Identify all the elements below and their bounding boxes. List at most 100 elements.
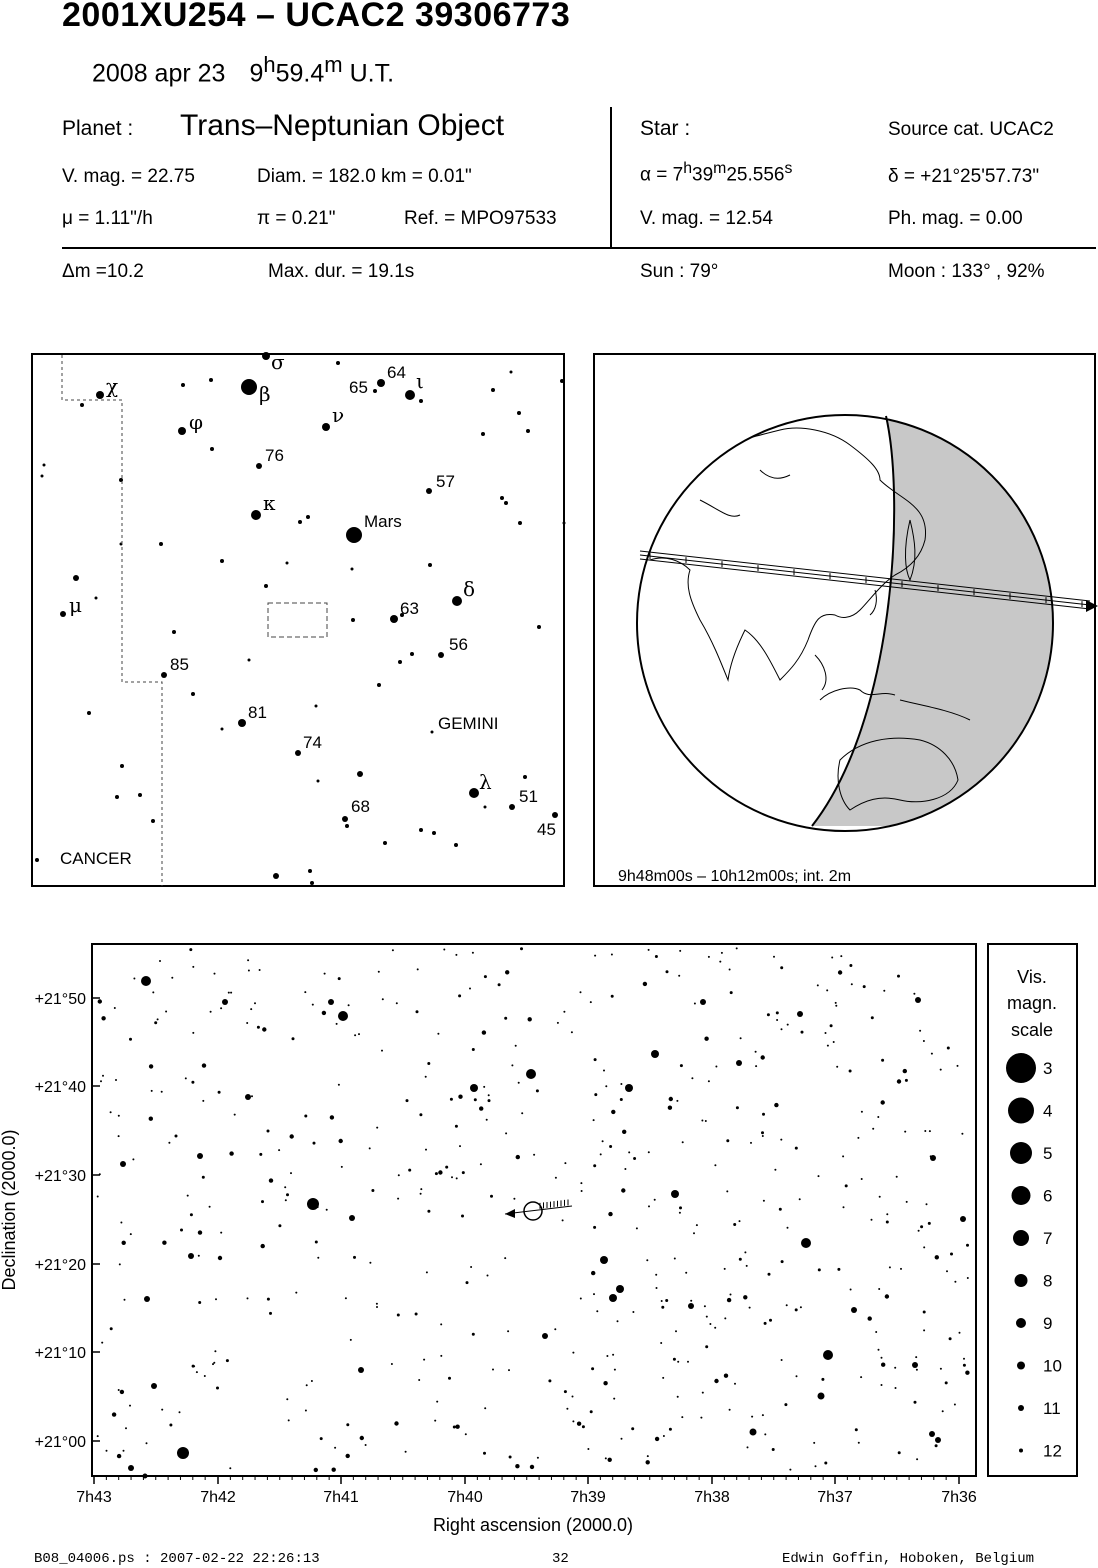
map-star [358,1033,360,1036]
map-star [511,1064,514,1067]
map-star [761,1135,764,1137]
coastlines [649,427,971,811]
map-star [376,1126,379,1129]
map-star [295,1291,298,1294]
map-star [554,1328,557,1331]
scale-items: 3 4 5 6 7 8 9 10 11 12 [1006,1053,1062,1461]
map-star [118,1263,121,1266]
map-star [449,1097,453,1101]
map-star [483,1451,486,1455]
map-star [960,1216,966,1222]
scale-dot [1010,1142,1032,1164]
map-star [762,1199,765,1202]
map-star [323,972,326,975]
map-star [593,1164,597,1168]
planet-ref: Ref. = MPO97533 [404,208,557,229]
map-star [469,987,471,990]
map-star [97,999,103,1004]
finder-star [159,542,163,546]
map-star [515,1154,520,1160]
map-star [797,1011,803,1017]
map-star [132,1158,135,1161]
map-star [751,1415,754,1418]
map-star [161,1408,164,1411]
map-star [473,1098,477,1102]
occultation-track [639,550,1098,612]
map-star [591,1270,596,1276]
finder-star [73,575,79,581]
map-star [913,992,916,995]
map-star [817,1268,821,1272]
map-star [335,1022,338,1025]
map-star [715,1065,718,1068]
header-divider-horizontal [62,247,1096,249]
map-star [115,1079,117,1081]
map-star [844,1184,848,1188]
map-star [780,1028,783,1031]
map-star [192,1031,195,1034]
map-star [878,1288,881,1290]
map-star [101,1341,104,1344]
scale-title-2: magn. [1007,993,1057,1013]
map-star [668,1096,673,1102]
map-star [610,994,614,998]
map-star [337,1083,340,1086]
map-star [208,1205,211,1208]
map-star [707,955,710,958]
map-star [897,974,900,978]
finder-label: λ [479,770,492,794]
map-star [763,1321,767,1325]
globe-caption: 9h48m00s – 10h12m00s; int. 2m [618,868,851,885]
map-star [941,1410,944,1413]
map-star [736,1060,742,1066]
finder-star [560,379,564,383]
map-star [786,1226,789,1229]
map-star [734,1382,736,1385]
map-star [448,1376,451,1380]
map-star [886,1213,889,1216]
map-star [561,1219,564,1222]
map-star [286,1193,289,1197]
map-star [314,1240,318,1244]
map-star [520,947,523,951]
finder-star [238,719,246,727]
scale-label: 8 [1043,1272,1052,1291]
map-star [536,1456,539,1459]
map-star [854,1428,858,1432]
globe-panel: 9h48m00s – 10h12m00s; int. 2m [593,353,1098,887]
map-star [703,1305,706,1308]
map-star [687,1360,689,1363]
map-star [735,947,738,950]
map-star [587,1448,590,1450]
map-star [836,1065,839,1068]
event-date: 2008 apr 23 [92,59,226,88]
map-star [888,1266,891,1269]
map-star [556,1021,559,1024]
finder-star [438,652,444,658]
map-star [305,1384,308,1387]
map-star [589,1001,592,1004]
map-star [151,1383,157,1389]
map-star [349,1215,355,1221]
map-star [606,1355,609,1357]
finder-star [96,391,104,399]
finder-star [115,795,119,799]
map-star [605,1085,608,1088]
map-star [655,1273,658,1276]
map-star [764,1433,767,1436]
map-star [860,1110,863,1113]
map-star [872,1127,875,1130]
map-star [117,1389,120,1391]
map-star [660,1342,663,1344]
target-arrow [505,1209,515,1218]
finder-star [430,730,434,734]
map-star [195,1371,198,1374]
map-star [603,1069,605,1072]
map-star [217,1090,221,1094]
map-star [668,1427,672,1431]
constellation-boundary [61,355,163,886]
map-star [817,1392,825,1400]
target-path [504,1205,573,1215]
map-star [672,1357,676,1361]
map-star [881,1058,885,1062]
